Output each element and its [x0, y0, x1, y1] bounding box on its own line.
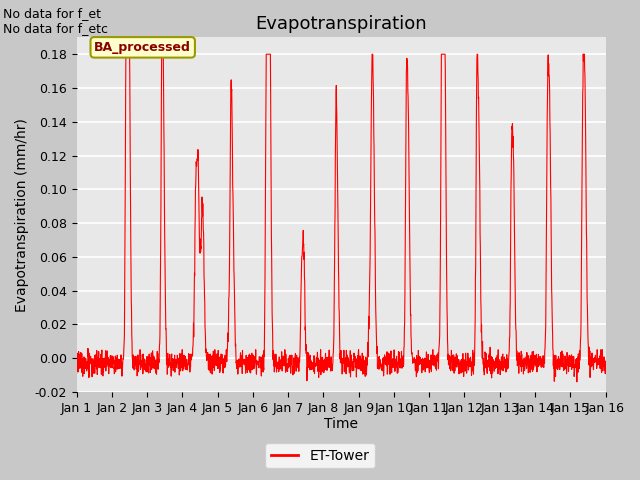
Text: No data for f_et: No data for f_et [3, 7, 101, 20]
Text: BA_processed: BA_processed [94, 41, 191, 54]
Y-axis label: Evapotranspiration (mm/hr): Evapotranspiration (mm/hr) [15, 118, 29, 312]
Legend: ET-Tower: ET-Tower [265, 443, 375, 468]
Text: No data for f_etc: No data for f_etc [3, 22, 108, 35]
Title: Evapotranspiration: Evapotranspiration [255, 15, 427, 33]
X-axis label: Time: Time [324, 418, 358, 432]
